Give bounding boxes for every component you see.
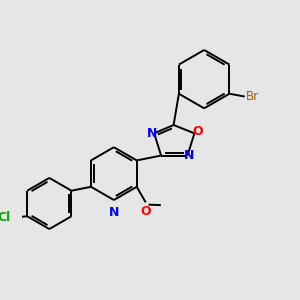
Text: O: O [140, 205, 151, 218]
Text: Cl: Cl [0, 211, 11, 224]
Text: O: O [192, 125, 202, 138]
Text: N: N [184, 149, 194, 162]
Text: N: N [109, 206, 119, 219]
Text: N: N [147, 127, 157, 140]
Text: Br: Br [245, 90, 259, 103]
